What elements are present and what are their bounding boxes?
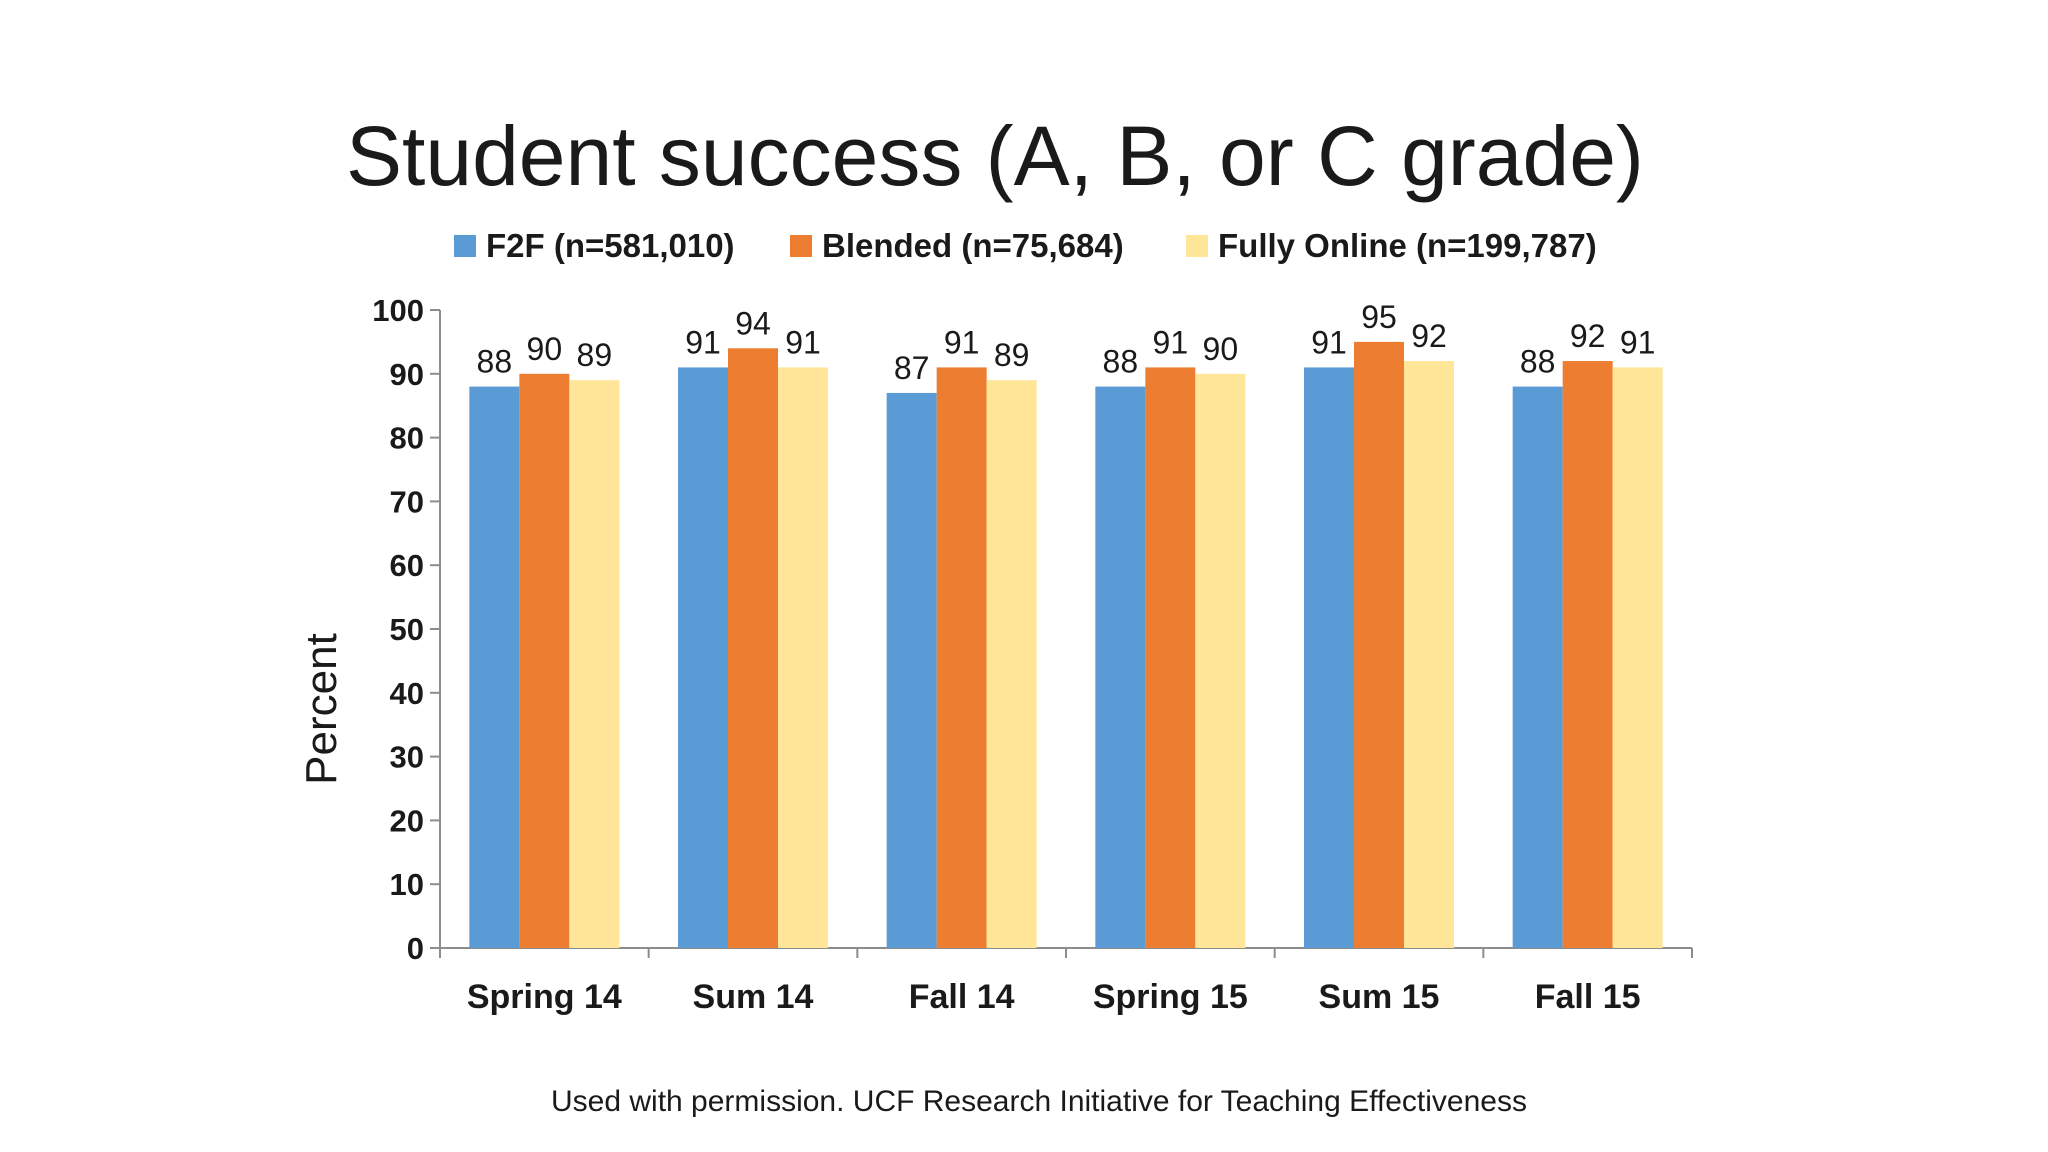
caption: Used with permission. UCF Research Initi… xyxy=(551,1085,1527,1118)
y-tick-label: 0 xyxy=(407,931,424,966)
data-label: 94 xyxy=(735,305,771,341)
bar-fall-15-2 xyxy=(1612,367,1663,948)
bar-fall-14-2 xyxy=(986,380,1037,948)
bar-sum-14-0 xyxy=(678,367,728,948)
data-label: 90 xyxy=(1203,331,1239,367)
y-tick-label: 30 xyxy=(390,740,424,775)
data-label: 91 xyxy=(1311,324,1347,360)
y-tick-label: 20 xyxy=(390,803,424,838)
bar-fall-15-1 xyxy=(1562,361,1613,948)
legend-swatch-0 xyxy=(454,235,476,257)
data-label: 90 xyxy=(527,331,563,367)
data-label: 91 xyxy=(785,324,821,360)
data-label: 88 xyxy=(1520,344,1556,380)
y-tick-label: 90 xyxy=(390,357,424,392)
bar-fall-15-0 xyxy=(1512,386,1563,948)
x-tick-label: Fall 15 xyxy=(1535,978,1641,1016)
bar-fall-14-0 xyxy=(886,392,937,948)
bar-sum-14-2 xyxy=(778,367,828,948)
y-tick-label: 40 xyxy=(390,676,424,711)
bar-spring-14-0 xyxy=(469,386,520,948)
data-label: 95 xyxy=(1361,299,1397,335)
data-label: 89 xyxy=(577,337,613,373)
legend-label-2: Fully Online (n=199,787) xyxy=(1218,227,1597,264)
legend-label-0: F2F (n=581,010) xyxy=(486,227,735,264)
y-tick-label: 10 xyxy=(390,867,424,902)
bar-fall-14-1 xyxy=(936,367,987,948)
x-tick-label: Spring 14 xyxy=(467,978,622,1016)
data-label: 91 xyxy=(944,324,980,360)
y-tick-label: 60 xyxy=(390,548,424,583)
x-tick-label: Sum 14 xyxy=(693,978,814,1016)
bar-spring-14-1 xyxy=(519,373,570,948)
legend-swatch-2 xyxy=(1186,235,1208,257)
bar-sum-14-1 xyxy=(728,348,778,948)
bar-spring-15-1 xyxy=(1145,367,1196,948)
x-tick-label: Sum 15 xyxy=(1319,978,1440,1016)
bar-sum-15-2 xyxy=(1404,361,1454,948)
y-axis-title: Percent xyxy=(297,633,346,785)
x-tick-label: Fall 14 xyxy=(909,978,1015,1016)
data-label: 88 xyxy=(477,344,513,380)
legend-swatch-1 xyxy=(790,235,812,257)
y-tick-label: 80 xyxy=(390,421,424,456)
chart-title: Student success (A, B, or C grade) xyxy=(346,109,1644,203)
data-label: 88 xyxy=(1103,344,1139,380)
bar-sum-15-0 xyxy=(1304,367,1354,948)
data-label: 91 xyxy=(1620,324,1656,360)
x-tick-label: Spring 15 xyxy=(1093,978,1248,1016)
bar-spring-15-0 xyxy=(1095,386,1146,948)
y-tick-label: 100 xyxy=(372,293,424,328)
data-label: 91 xyxy=(1153,324,1189,360)
y-tick-label: 50 xyxy=(390,612,424,647)
y-tick-label: 70 xyxy=(390,484,424,519)
data-label: 91 xyxy=(685,324,721,360)
bar-spring-15-2 xyxy=(1195,373,1246,948)
data-label: 87 xyxy=(894,350,930,386)
bar-spring-14-2 xyxy=(569,380,620,948)
bar-sum-15-1 xyxy=(1354,341,1404,948)
data-label: 92 xyxy=(1411,318,1447,354)
legend-label-1: Blended (n=75,684) xyxy=(822,227,1124,264)
data-label: 89 xyxy=(994,337,1030,373)
data-label: 92 xyxy=(1570,318,1606,354)
